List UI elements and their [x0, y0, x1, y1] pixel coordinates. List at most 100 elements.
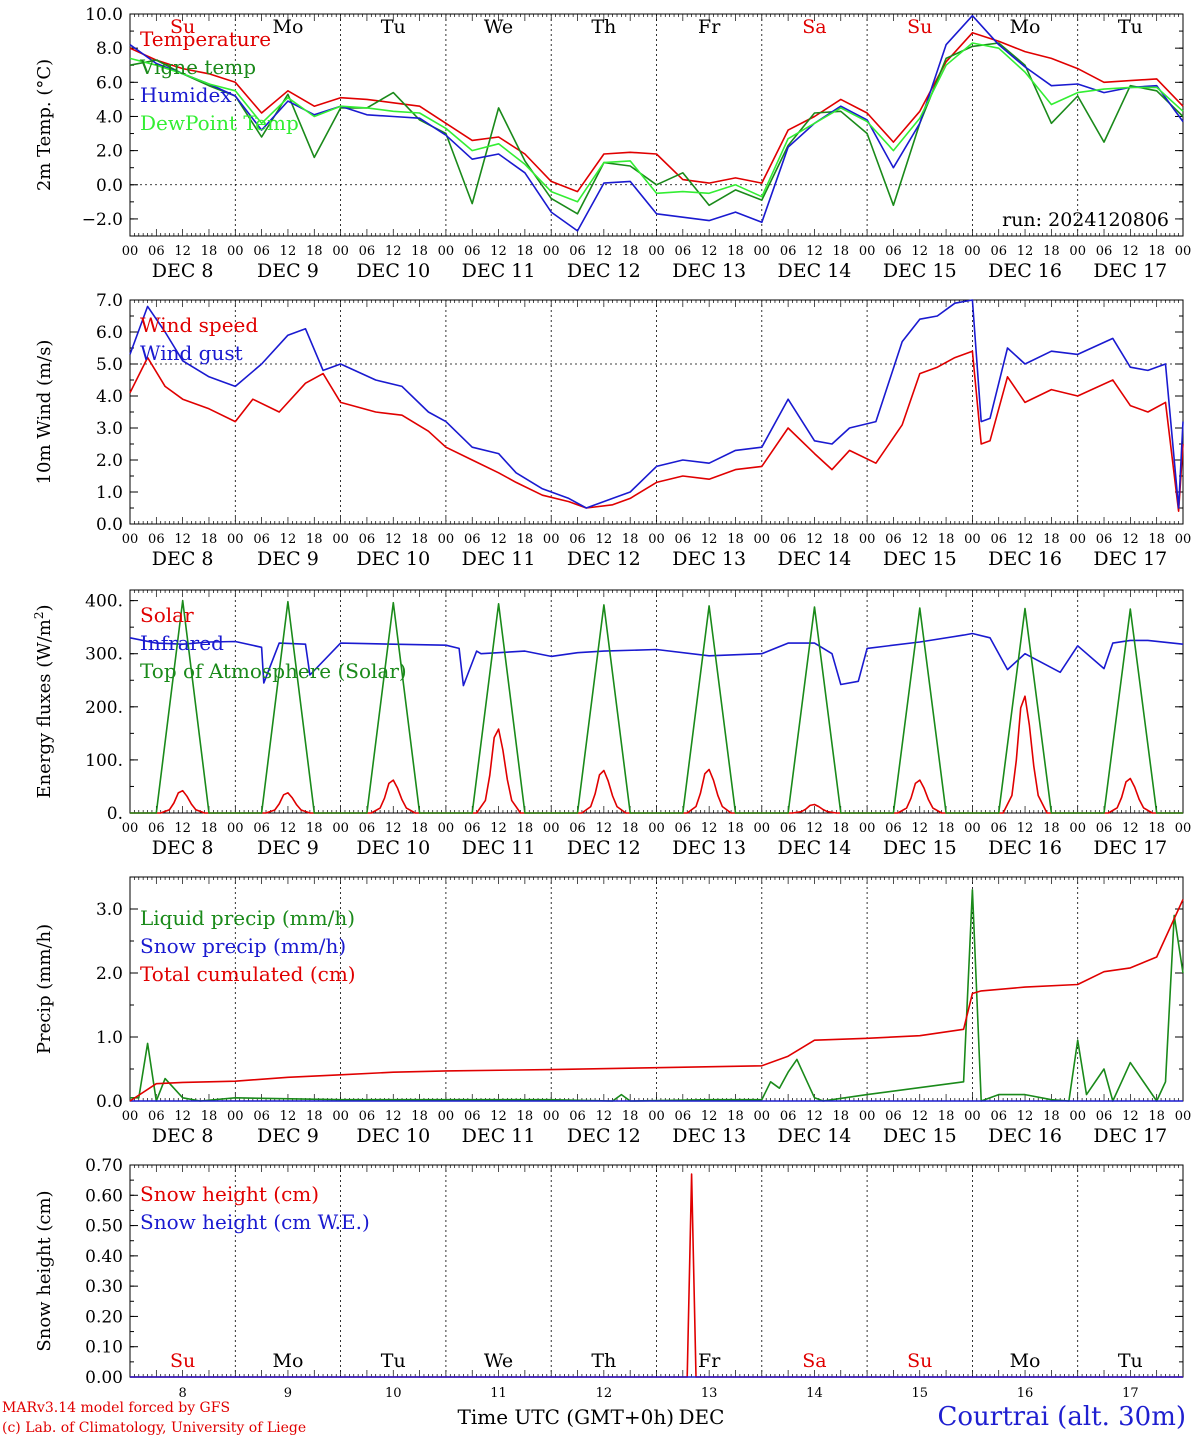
date-label: DEC 9	[257, 260, 319, 282]
day-name-label: We	[484, 16, 513, 38]
hour-tick-label: 06	[1096, 532, 1113, 547]
hour-tick-label: 06	[464, 532, 481, 547]
hour-tick-label: 06	[148, 1109, 165, 1124]
hour-tick-label: 18	[306, 532, 323, 547]
hour-tick-label: 18	[833, 1109, 850, 1124]
hour-tick-label: 18	[517, 1109, 534, 1124]
hour-tick-label: 18	[1043, 532, 1060, 547]
date-label: DEC 15	[883, 837, 957, 859]
hour-tick-label: 18	[727, 821, 744, 836]
legend-entry: Snow height (cm)	[140, 1182, 319, 1206]
day-name-label: Su	[907, 16, 932, 38]
hour-tick-label: 12	[701, 244, 718, 259]
hour-tick-label: 12	[911, 821, 928, 836]
date-label: DEC 14	[778, 548, 852, 570]
hour-tick-label: 00	[122, 821, 139, 836]
date-label: DEC 9	[257, 548, 319, 570]
day-name-label: Th	[591, 16, 616, 38]
hour-tick-label: 00	[648, 1109, 665, 1124]
hour-tick-label: 00	[754, 821, 771, 836]
hour-tick-label: 18	[938, 821, 955, 836]
hour-tick-label: 00	[859, 244, 876, 259]
hour-tick-label: 12	[596, 1109, 613, 1124]
y-tick-label: 10.0	[85, 5, 123, 25]
hour-tick-label: 00	[964, 244, 981, 259]
date-label: DEC 14	[778, 1125, 852, 1147]
day-number-label: 10	[385, 1386, 402, 1401]
x-axis-label: Time UTC (GMT+0h)	[458, 1405, 675, 1429]
day-number-label: 8	[179, 1386, 187, 1401]
day-name-label: Fr	[698, 16, 721, 38]
date-label: DEC 8	[152, 548, 214, 570]
hour-tick-label: 06	[780, 1109, 797, 1124]
y-tick-label: 4.0	[96, 387, 123, 407]
hour-tick-label: 06	[253, 821, 270, 836]
day-name-label: Mo	[272, 1350, 303, 1372]
y-tick-label: 200.	[85, 698, 123, 718]
hour-tick-label: 12	[174, 1109, 191, 1124]
y-tick-label: 0.20	[85, 1307, 123, 1327]
panel-5: 0.00 0.10 0.20 0.30 0.40 0.50 0.60 0.70 Snow hei…	[34, 1156, 1184, 1429]
legend-entry: Vigne temp	[139, 55, 256, 79]
hour-tick-label: 06	[885, 532, 902, 547]
date-label: DEC 15	[883, 548, 957, 570]
day-name-label: Sa	[802, 1350, 826, 1372]
hour-tick-label: 00	[332, 821, 349, 836]
hour-tick-label: 00	[543, 532, 560, 547]
date-label: DEC 12	[567, 260, 641, 282]
hour-tick-label: 18	[727, 532, 744, 547]
y-axis-label: 10m Wind (m/s)	[34, 340, 55, 485]
day-name-label: Su	[170, 1350, 195, 1372]
hour-tick-label: 06	[148, 821, 165, 836]
hour-tick-label: 12	[1122, 821, 1139, 836]
y-axis-label: 2m Temp. (°C)	[34, 59, 55, 191]
hour-tick-label: 12	[596, 532, 613, 547]
hour-tick-label: 00	[648, 532, 665, 547]
date-label: DEC 16	[988, 837, 1062, 859]
hour-tick-label: 00	[1175, 1109, 1192, 1124]
series-line-total-cumulated-cm	[129, 899, 1184, 1102]
hour-tick-label: 18	[411, 1109, 428, 1124]
day-name-label: Mo	[1010, 1350, 1041, 1372]
hour-tick-label: 18	[622, 1109, 639, 1124]
y-tick-label: 0.50	[85, 1217, 123, 1237]
hour-tick-label: 06	[569, 532, 586, 547]
date-label: DEC 14	[778, 837, 852, 859]
hour-tick-label: 18	[938, 532, 955, 547]
day-name-label: We	[484, 1350, 513, 1372]
hour-tick-label: 00	[543, 1109, 560, 1124]
hour-tick-label: 00	[859, 532, 876, 547]
hour-tick-label: 12	[806, 821, 823, 836]
hour-tick-label: 18	[938, 1109, 955, 1124]
hour-tick-label: 12	[806, 244, 823, 259]
y-axis-label: Precip (mm/h)	[34, 924, 55, 1054]
hour-tick-label: 00	[227, 821, 244, 836]
hour-tick-label: 06	[148, 532, 165, 547]
date-label: DEC 10	[356, 260, 430, 282]
day-number-label: 13	[701, 1386, 718, 1401]
hour-tick-label: 06	[1096, 1109, 1113, 1124]
date-label: DEC 17	[1093, 837, 1167, 859]
hour-tick-label: 06	[1096, 821, 1113, 836]
y-tick-label: 5.0	[96, 355, 123, 375]
series-line-vigne-temp	[129, 42, 1184, 215]
legend-entry: Infrared	[140, 631, 224, 655]
y-axis-label: Energy fluxes (W/m2)	[32, 604, 55, 798]
hour-tick-label: 06	[253, 1109, 270, 1124]
hour-tick-label: 12	[806, 1109, 823, 1124]
day-name-label: Tu	[1118, 16, 1143, 38]
hour-tick-label: 18	[1043, 821, 1060, 836]
hour-tick-label: 00	[1069, 532, 1086, 547]
y-tick-label: 2.0	[96, 451, 123, 471]
hour-tick-label: 00	[754, 532, 771, 547]
series-line-infrared	[129, 632, 1184, 687]
series-line-wind-speed	[129, 350, 1184, 512]
hour-tick-label: 18	[411, 821, 428, 836]
y-tick-label: 3.0	[96, 419, 123, 439]
hour-tick-label: 06	[780, 532, 797, 547]
hour-tick-label: 12	[1122, 244, 1139, 259]
hour-tick-label: 18	[306, 821, 323, 836]
y-tick-label: 0.10	[85, 1338, 123, 1358]
hour-tick-label: 00	[438, 532, 455, 547]
day-number-label: 17	[1122, 1386, 1139, 1401]
